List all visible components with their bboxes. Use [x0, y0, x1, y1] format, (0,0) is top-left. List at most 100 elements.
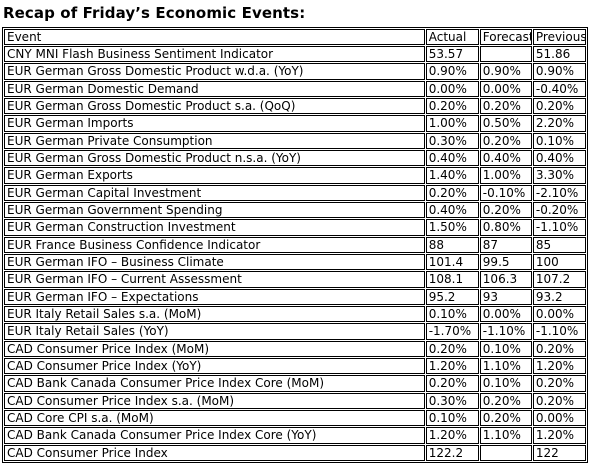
actual-cell: 0.20%	[425, 340, 479, 357]
event-cell: EUR German Gross Domestic Product n.s.a.…	[4, 149, 425, 167]
previous-cell: 0.20%	[532, 97, 586, 115]
page-title: Recap of Friday’s Economic Events:	[3, 4, 306, 22]
actual-cell: 101.4	[425, 253, 479, 271]
table-row: CAD Consumer Price Index 122.2 122	[4, 444, 586, 461]
forecast-cell: 93	[479, 288, 532, 305]
actual-cell: 1.20%	[425, 427, 479, 444]
column-header-event: Event	[4, 29, 425, 45]
table-row: EUR Italy Retail Sales s.a. (MoM) 0.10% 0.…	[4, 305, 586, 323]
previous-cell: 107.2	[532, 271, 586, 288]
forecast-cell: 0.20%	[479, 409, 532, 427]
forecast-cell: 1.10%	[479, 357, 532, 375]
previous-cell: 100	[532, 253, 586, 271]
forecast-cell: 0.20%	[479, 201, 532, 219]
forecast-cell: 1.00%	[479, 167, 532, 184]
event-cell: EUR Italy Retail Sales (YoY)	[4, 323, 425, 340]
actual-cell: 1.20%	[425, 357, 479, 375]
table-row: EUR German Private Consumption 0.30% 0.20%…	[4, 132, 586, 149]
event-cell: CAD Core CPI s.a. (MoM)	[4, 409, 425, 427]
event-cell: CAD Consumer Price Index (MoM)	[4, 340, 425, 357]
forecast-cell: 87	[479, 236, 532, 253]
actual-cell: 0.10%	[425, 409, 479, 427]
previous-cell: 2.20%	[532, 115, 586, 132]
actual-cell: 108.1	[425, 271, 479, 288]
actual-cell: 0.90%	[425, 63, 479, 80]
event-cell: EUR France Business Confidence Indicator	[4, 236, 425, 253]
previous-cell: 1.20%	[532, 427, 586, 444]
previous-cell: -0.40%	[532, 80, 586, 97]
event-cell: EUR German Imports	[4, 115, 425, 132]
previous-cell: 1.20%	[532, 357, 586, 375]
forecast-cell: 0.40%	[479, 149, 532, 167]
previous-cell: 93.2	[532, 288, 586, 305]
event-cell: EUR German IFO – Expectations	[4, 288, 425, 305]
table-row: EUR German Capital Investment 0.20% -0.10%…	[4, 184, 586, 201]
actual-cell: 0.30%	[425, 132, 479, 149]
event-cell: EUR German Exports	[4, 167, 425, 184]
forecast-cell: -0.10%	[479, 184, 532, 201]
forecast-cell: 0.00%	[479, 80, 532, 97]
previous-cell: -1.10%	[532, 323, 586, 340]
forecast-cell: 0.00%	[479, 305, 532, 323]
event-cell: EUR German Domestic Demand	[4, 80, 425, 97]
forecast-cell: -1.10%	[479, 323, 532, 340]
table-row: EUR German Government Spending 0.40% 0.20%…	[4, 201, 586, 219]
column-header-forecast: Forecast	[479, 29, 532, 45]
forecast-cell: 0.20%	[479, 392, 532, 409]
previous-cell: -2.10%	[532, 184, 586, 201]
forecast-cell: 0.90%	[479, 63, 532, 80]
table-row: EUR German IFO – Expectations 95.2 93 93.2	[4, 288, 586, 305]
forecast-cell: 0.80%	[479, 219, 532, 236]
event-cell: CNY MNI Flash Business Sentiment Indicat…	[4, 46, 425, 63]
actual-cell: 0.40%	[425, 201, 479, 219]
table-row: EUR France Business Confidence Indicator…	[4, 236, 586, 253]
forecast-cell: 99.5	[479, 253, 532, 271]
header-row: Event Actual Forecast Previous	[4, 29, 586, 45]
forecast-cell: 0.50%	[479, 115, 532, 132]
forecast-cell: 0.10%	[479, 340, 532, 357]
previous-cell: 0.90%	[532, 63, 586, 80]
previous-cell: 0.20%	[532, 340, 586, 357]
forecast-cell: 106.3	[479, 271, 532, 288]
event-cell: EUR German Construction Investment	[4, 219, 425, 236]
previous-cell: 85	[532, 236, 586, 253]
table-row: EUR Italy Retail Sales (YoY) -1.70% -1.10%…	[4, 323, 586, 340]
actual-cell: 53.57	[425, 46, 479, 63]
previous-cell: 0.20%	[532, 392, 586, 409]
table-row: EUR German Imports 1.00% 0.50% 2.20%	[4, 115, 586, 132]
table-row: CAD Bank Canada Consumer Price Index Cor…	[4, 427, 586, 444]
previous-cell: 51.86	[532, 46, 586, 63]
actual-cell: 1.00%	[425, 115, 479, 132]
actual-cell: 122.2	[425, 444, 479, 461]
previous-cell: 3.30%	[532, 167, 586, 184]
forecast-cell: 0.20%	[479, 132, 532, 149]
previous-cell: 0.20%	[532, 375, 586, 392]
table-row: EUR German IFO – Current Assessment 108.1…	[4, 271, 586, 288]
event-cell: EUR German IFO – Business Climate	[4, 253, 425, 271]
table-row: EUR German Domestic Demand 0.00% 0.00% -0.4…	[4, 80, 586, 97]
economic-events-table: Event Actual Forecast Previous CNY MNI F…	[2, 27, 588, 463]
table-body: CNY MNI Flash Business Sentiment Indicat…	[4, 46, 586, 461]
event-cell: EUR German Gross Domestic Product s.a. (…	[4, 97, 425, 115]
event-cell: CAD Consumer Price Index (YoY)	[4, 357, 425, 375]
column-header-previous: Previous	[532, 29, 586, 45]
forecast-cell	[479, 46, 532, 63]
actual-cell: 0.10%	[425, 305, 479, 323]
previous-cell: -1.10%	[532, 219, 586, 236]
actual-cell: 0.40%	[425, 149, 479, 167]
actual-cell: 1.50%	[425, 219, 479, 236]
table-row: CAD Bank Canada Consumer Price Index Cor…	[4, 375, 586, 392]
previous-cell: -0.20%	[532, 201, 586, 219]
forecast-cell: 0.10%	[479, 375, 532, 392]
table-row: EUR German Gross Domestic Product w.d.a.…	[4, 63, 586, 80]
event-cell: CAD Bank Canada Consumer Price Index Cor…	[4, 375, 425, 392]
event-cell: EUR Italy Retail Sales s.a. (MoM)	[4, 305, 425, 323]
actual-cell: 0.20%	[425, 184, 479, 201]
table-row: CAD Core CPI s.a. (MoM) 0.10% 0.20% 0.00%	[4, 409, 586, 427]
actual-cell: 1.40%	[425, 167, 479, 184]
forecast-cell	[479, 444, 532, 461]
table-row: EUR German Exports 1.40% 1.00% 3.30%	[4, 167, 586, 184]
event-cell: EUR German IFO – Current Assessment	[4, 271, 425, 288]
table-row: EUR German IFO – Business Climate 101.4 99…	[4, 253, 586, 271]
